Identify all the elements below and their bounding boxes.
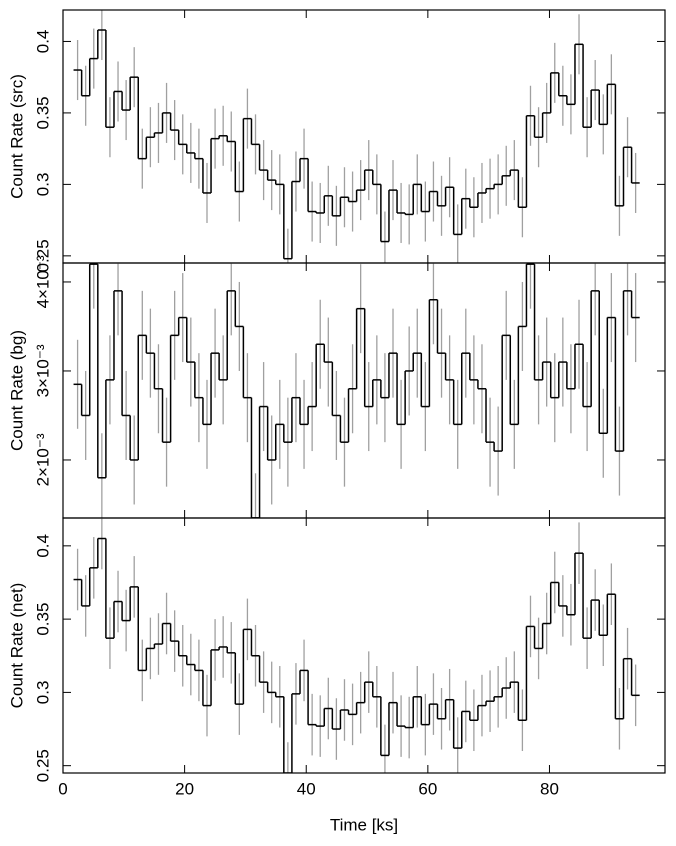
frame xyxy=(62,517,666,774)
y-tick-label: 0.3 xyxy=(33,681,52,705)
plot-area xyxy=(73,10,640,263)
x-axis-label: Time [ks] xyxy=(330,815,398,834)
x-tick-label: 20 xyxy=(175,779,194,798)
y-tick-label: 0.3 xyxy=(33,173,52,197)
y-tick-label: 0.4 xyxy=(33,30,52,54)
y-tick-label: 0.25 xyxy=(33,239,52,272)
y-tick-label: 0.4 xyxy=(33,534,52,558)
x-tick-label: 80 xyxy=(540,779,559,798)
panel: 0.25 0.3 0.35 0.4 Count Rate (src) xyxy=(7,9,666,272)
panel: 0.25 0.3 0.35 0.4 0 20 40 60 80 Count Rate (net) T… xyxy=(7,517,666,834)
step-connector xyxy=(80,264,633,518)
y-tick-label: 0.25 xyxy=(33,749,52,782)
y-axis-label: Count Rate (bg) xyxy=(7,330,26,451)
x-tick-label: 60 xyxy=(418,779,437,798)
panel: 2×10⁻³ 3×10⁻³ 4×10⁻³ Count Rate (bg) xyxy=(7,255,666,519)
plot-area xyxy=(73,518,640,773)
y-tick-label: 0.35 xyxy=(33,96,52,129)
y-axis-label: Count Rate (src) xyxy=(7,74,26,199)
y-tick-label: 0.35 xyxy=(33,603,52,636)
x-tick-label: 40 xyxy=(297,779,316,798)
y-tick-label: 3×10⁻³ xyxy=(33,344,52,397)
y-axis-label: Count Rate (net) xyxy=(7,583,26,709)
y-tick-label: 4×10⁻³ xyxy=(33,255,52,308)
plot-area xyxy=(73,263,640,518)
step-connector xyxy=(80,30,633,259)
x-tick-label: 0 xyxy=(58,779,67,798)
y-tick-label: 2×10⁻³ xyxy=(33,433,52,486)
step-connector xyxy=(80,538,633,773)
